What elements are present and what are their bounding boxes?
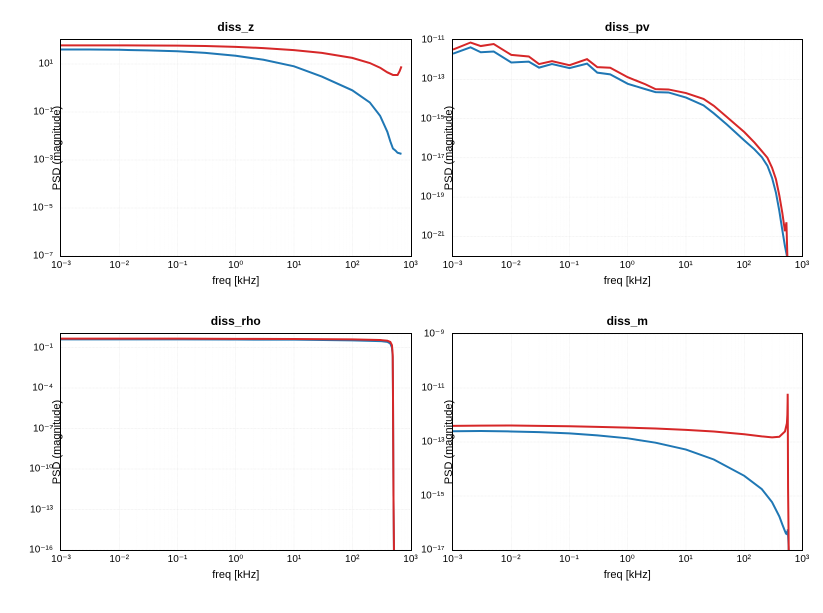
y-tick: 10⁻⁷ — [33, 251, 53, 262]
x-tick: 10⁻² — [109, 260, 129, 271]
x-tick: 10¹ — [678, 260, 692, 271]
x-tick-labels: 10⁻³10⁻²10⁻¹10⁰10¹10²10³ — [453, 257, 803, 271]
x-tick: 10⁻¹ — [168, 554, 188, 565]
panel-title: diss_z — [60, 20, 412, 35]
x-tick: 10¹ — [287, 554, 301, 565]
x-tick: 10¹ — [287, 260, 301, 271]
plot-svg — [61, 40, 411, 256]
x-tick: 10⁻¹ — [559, 260, 579, 271]
x-tick: 10⁰ — [228, 554, 243, 565]
x-tick: 10³ — [795, 554, 809, 565]
y-tick: 10⁻¹¹ — [421, 383, 444, 394]
y-tick: 10⁻²¹ — [421, 231, 444, 242]
y-tick: 10¹ — [39, 59, 53, 70]
x-tick-labels: 10⁻³10⁻²10⁻¹10⁰10¹10²10³ — [61, 551, 411, 565]
x-axis-label: freq [kHz] — [452, 569, 804, 583]
panel-title: diss_rho — [60, 314, 412, 329]
panel-tr: diss_pv PSD (magnitude)10⁻³10⁻²10⁻¹10⁰10¹… — [452, 20, 804, 289]
y-tick: 10⁻⁵ — [32, 203, 53, 214]
x-tick: 10⁻² — [501, 554, 521, 565]
y-tick: 10⁻⁹ — [424, 329, 445, 340]
y-tick: 10⁻¹ — [33, 342, 53, 353]
series-line — [453, 47, 787, 256]
y-tick: 10⁻¹⁷ — [421, 152, 444, 163]
y-tick: 10⁻¹⁰ — [29, 464, 53, 475]
plot-svg — [453, 40, 803, 256]
plot-svg — [61, 334, 411, 550]
x-tick: 10⁰ — [620, 260, 635, 271]
y-tick: 10⁻¹³ — [421, 74, 444, 85]
x-tick: 10³ — [403, 260, 417, 271]
y-tick: 10⁻¹⁵ — [421, 491, 445, 502]
x-tick: 10³ — [795, 260, 809, 271]
x-tick: 10⁻¹ — [559, 554, 579, 565]
x-tick: 10² — [345, 260, 359, 271]
panel-title: diss_pv — [452, 20, 804, 35]
x-tick: 10² — [737, 554, 751, 565]
y-tick: 10⁻¹ — [33, 107, 53, 118]
x-tick: 10⁻³ — [51, 554, 71, 565]
series-line — [453, 431, 789, 550]
panel-title: diss_m — [452, 314, 804, 329]
series-line — [61, 339, 394, 550]
x-axis-label: freq [kHz] — [452, 275, 804, 289]
y-tick: 10⁻¹³ — [30, 504, 53, 515]
x-axis-label: freq [kHz] — [60, 569, 412, 583]
plot-area: PSD (magnitude)10⁻³10⁻²10⁻¹10⁰10¹10²10³1… — [452, 333, 804, 551]
x-tick: 10¹ — [678, 554, 692, 565]
x-tick: 10⁻³ — [443, 260, 463, 271]
x-tick: 10³ — [403, 554, 417, 565]
x-tick: 10⁻³ — [51, 260, 71, 271]
y-tick: 10⁻¹¹ — [421, 35, 444, 46]
y-tick: 10⁻¹⁷ — [421, 545, 444, 556]
panel-bl: diss_rho PSD (magnitude)10⁻³10⁻²10⁻¹10⁰10… — [60, 314, 412, 583]
series-line — [453, 43, 787, 256]
plot-svg — [453, 334, 803, 550]
x-tick: 10⁻¹ — [168, 260, 188, 271]
y-tick: 10⁻¹⁵ — [421, 113, 445, 124]
x-tick: 10⁻³ — [443, 554, 463, 565]
x-tick: 10⁰ — [228, 260, 243, 271]
plot-area: PSD (magnitude)10⁻³10⁻²10⁻¹10⁰10¹10²10³1… — [60, 39, 412, 257]
x-tick: 10² — [345, 554, 359, 565]
x-tick: 10⁰ — [620, 554, 635, 565]
y-tick: 10⁻⁴ — [32, 383, 53, 394]
y-tick: 10⁻¹⁶ — [29, 545, 53, 556]
y-tick: 10⁻³ — [33, 155, 53, 166]
y-tick: 10⁻⁷ — [33, 423, 53, 434]
plot-area: PSD (magnitude)10⁻³10⁻²10⁻¹10⁰10¹10²10³1… — [452, 39, 804, 257]
y-tick: 10⁻¹³ — [421, 437, 444, 448]
x-tick: 10⁻² — [109, 554, 129, 565]
plot-area: PSD (magnitude)10⁻³10⁻²10⁻¹10⁰10¹10²10³1… — [60, 333, 412, 551]
panel-tl: diss_z PSD (magnitude)10⁻³10⁻²10⁻¹10⁰10¹1… — [60, 20, 412, 289]
x-tick-labels: 10⁻³10⁻²10⁻¹10⁰10¹10²10³ — [61, 257, 411, 271]
x-tick: 10² — [737, 260, 751, 271]
y-tick: 10⁻¹⁹ — [420, 192, 444, 203]
x-tick: 10⁻² — [501, 260, 521, 271]
x-tick-labels: 10⁻³10⁻²10⁻¹10⁰10¹10²10³ — [453, 551, 803, 565]
series-line — [61, 50, 401, 154]
x-axis-label: freq [kHz] — [60, 275, 412, 289]
panel-br: diss_m PSD (magnitude)10⁻³10⁻²10⁻¹10⁰10¹1… — [452, 314, 804, 583]
series-line — [61, 339, 394, 550]
